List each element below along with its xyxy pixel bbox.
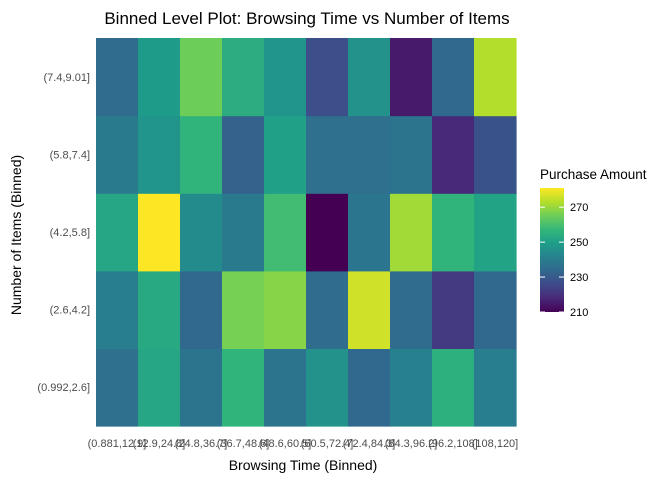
- heatmap-cell: [264, 270, 307, 349]
- heatmap-cell: [180, 193, 223, 272]
- heatmap-cell: [180, 38, 223, 117]
- heatmap-cell: [348, 38, 391, 117]
- legend-title: Purchase Amount: [540, 167, 647, 182]
- heatmap-cell: [138, 115, 181, 194]
- heatmap-cell: [222, 193, 265, 272]
- x-tick-label: (96.2,108]: [428, 438, 478, 450]
- x-tick-label: (12.9,24.8]: [133, 438, 186, 450]
- chart-title: Binned Level Plot: Browsing Time vs Numb…: [104, 9, 509, 28]
- heatmap-cell: [432, 348, 475, 427]
- heatmap-cell: [474, 193, 517, 272]
- heatmap-cell: [222, 270, 265, 349]
- heatmap-cell: [474, 115, 517, 194]
- heatmap-cell: [348, 270, 391, 349]
- heatmap-cell: [264, 115, 307, 194]
- legend-tick-label: 230: [570, 272, 588, 284]
- y-tick-label: (5.8,7.4]: [50, 149, 90, 161]
- x-tick-label: (0.881,12.9]: [88, 438, 147, 450]
- legend-colorbar: [540, 188, 564, 312]
- heatmap-cell: [348, 193, 391, 272]
- y-tick-label: (0.992,2.6]: [37, 382, 90, 394]
- x-tick-label: (60.5,72.4]: [301, 438, 354, 450]
- heatmap-cell: [306, 348, 349, 427]
- heatmap-cell: [180, 115, 223, 194]
- heatmap-cell: [222, 348, 265, 427]
- heatmap-cell: [306, 270, 349, 349]
- heatmap-cell: [432, 115, 475, 194]
- heatmap-cell: [264, 38, 307, 117]
- heatmap-cell: [306, 115, 349, 194]
- heatmap-cell: [264, 193, 307, 272]
- heatmap-cell: [390, 348, 433, 427]
- heatmap-cell: [138, 348, 181, 427]
- heatmap-cell: [474, 38, 517, 117]
- heatmap-cell: [222, 38, 265, 117]
- heatmap-cell: [96, 348, 139, 427]
- heatmap-cell: [180, 270, 223, 349]
- legend-ticks: 210 230 250 270: [540, 202, 588, 319]
- heatmap-cell: [96, 270, 139, 349]
- heatmap-cell: [432, 193, 475, 272]
- legend-tick-label: 270: [570, 202, 588, 214]
- heatmap-cell: [96, 38, 139, 117]
- heatmap-cell: [264, 348, 307, 427]
- heatmap-cell: [348, 115, 391, 194]
- x-axis-tick-labels: (0.881,12.9](12.9,24.8](24.8,36.7](36.7,…: [88, 438, 519, 450]
- heatmap-cell: [96, 115, 139, 194]
- heatmap-cell: [474, 270, 517, 349]
- x-tick-label: (72.4,84.3]: [343, 438, 396, 450]
- heatmap-cell: [138, 38, 181, 117]
- heatmap-cell: [306, 38, 349, 117]
- heatmap-cell: [390, 115, 433, 194]
- heatmap-cell: [390, 193, 433, 272]
- heatmap-cell: [432, 38, 475, 117]
- heatmap-cell: [432, 270, 475, 349]
- heatmap-cell: [180, 348, 223, 427]
- x-tick-label: (48.6,60.5]: [259, 438, 312, 450]
- legend-tick-label: 250: [570, 237, 588, 249]
- y-axis-title: Number of Items (Binned): [8, 155, 24, 315]
- heatmap-cells: [96, 38, 517, 427]
- heatmap-cell: [96, 193, 139, 272]
- x-tick-label: (84.3,96.2]: [385, 438, 438, 450]
- y-tick-label: (4.2,5.8]: [50, 227, 90, 239]
- x-tick-label: (108,120]: [472, 438, 518, 450]
- y-axis-tick-labels: (0.992,2.6] (2.6,4.2] (4.2,5.8] (5.8,7.4] (7…: [37, 72, 90, 394]
- legend-tick-label: 210: [570, 307, 588, 319]
- heatmap-cell: [138, 270, 181, 349]
- y-tick-label: (2.6,4.2]: [50, 305, 90, 317]
- heatmap-cell: [390, 38, 433, 117]
- x-tick-label: (24.8,36.7]: [175, 438, 228, 450]
- heatmap-cell: [390, 270, 433, 349]
- heatmap-cell: [474, 348, 517, 427]
- x-tick-label: (36.7,48.6]: [217, 438, 270, 450]
- heatmap-cell: [138, 193, 181, 272]
- y-tick-label: (7.4,9.01]: [44, 72, 90, 84]
- heatmap-cell: [222, 115, 265, 194]
- heatmap-cell: [348, 348, 391, 427]
- x-axis-title: Browsing Time (Binned): [229, 457, 378, 473]
- heatmap-cell: [306, 193, 349, 272]
- color-legend: Purchase Amount 210 230 250 270: [540, 167, 647, 319]
